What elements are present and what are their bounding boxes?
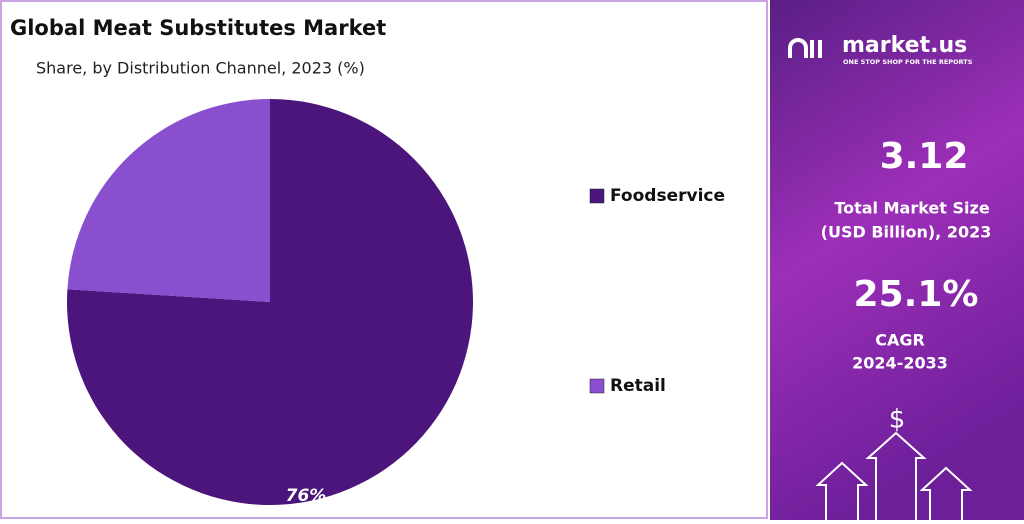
arrows-icon xyxy=(815,431,973,520)
market-size: 3.12 xyxy=(880,136,969,177)
cagr-value: 25.1% xyxy=(854,274,979,315)
cagr-label: CAGR xyxy=(875,331,925,350)
legend: Foodservice Retail xyxy=(589,186,725,396)
chart-subtitle: Share, by Distribution Channel, 2023 (%) xyxy=(36,59,365,78)
legend-label: Retail xyxy=(610,376,666,396)
brand-logo xyxy=(788,38,822,58)
cagr-label: 2024-2033 xyxy=(852,354,948,373)
legend-swatch xyxy=(589,188,605,204)
side-panel xyxy=(770,0,1024,520)
chart-title: Global Meat Substitutes Market xyxy=(10,16,386,40)
pie-slice xyxy=(67,99,270,302)
brand-name: market.us xyxy=(842,33,967,58)
legend-swatch xyxy=(589,378,605,394)
market-size-label: (USD Billion), 2023 xyxy=(821,223,992,242)
brand-tagline: ONE STOP SHOP FOR THE REPORTS xyxy=(843,58,973,66)
market-size-label: Total Market Size xyxy=(834,199,989,218)
data-label: 76% xyxy=(286,486,327,506)
pie: 76% xyxy=(67,99,473,506)
dollar-icon: $ xyxy=(889,405,906,435)
legend-label: Foodservice xyxy=(610,186,725,206)
